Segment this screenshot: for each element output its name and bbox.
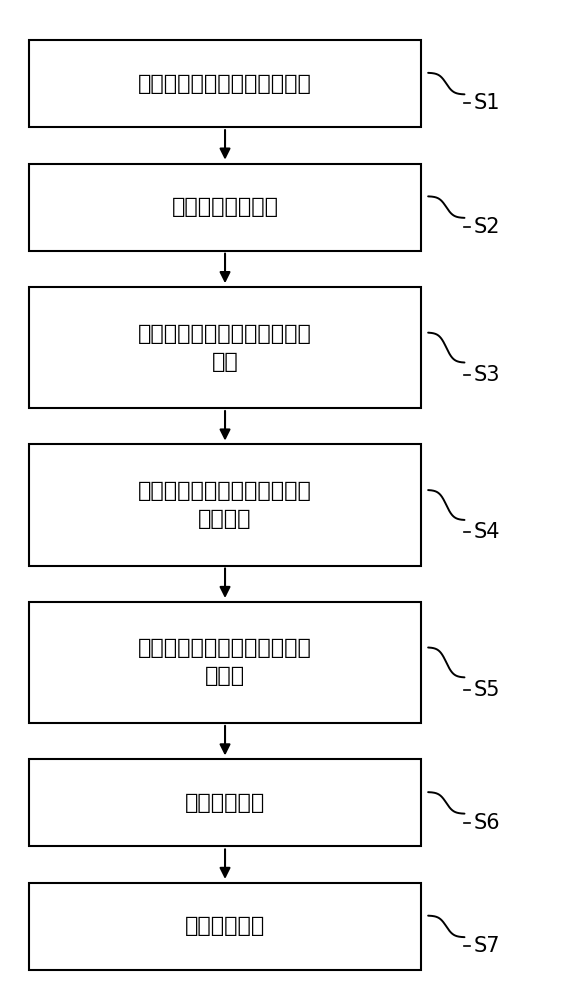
Text: S1: S1 bbox=[473, 93, 500, 113]
Text: 建立橡胶衬套简化模型并划分
网格: 建立橡胶衬套简化模型并划分 网格 bbox=[138, 324, 312, 372]
Text: 建立模型参数辨识的因素水平
编码表: 建立模型参数辨识的因素水平 编码表 bbox=[138, 638, 312, 686]
Text: 确定模型参数辨识的目标函数: 确定模型参数辨识的目标函数 bbox=[138, 74, 312, 94]
FancyBboxPatch shape bbox=[29, 883, 421, 970]
Text: S4: S4 bbox=[473, 522, 500, 542]
FancyBboxPatch shape bbox=[29, 602, 421, 723]
Text: S6: S6 bbox=[473, 813, 500, 833]
FancyBboxPatch shape bbox=[29, 40, 421, 127]
Text: 验证仿真结果: 验证仿真结果 bbox=[185, 916, 265, 936]
Text: S2: S2 bbox=[473, 217, 500, 237]
Text: 输出仿真结果: 输出仿真结果 bbox=[185, 793, 265, 813]
Text: S5: S5 bbox=[473, 680, 500, 700]
Text: S7: S7 bbox=[473, 936, 500, 956]
Text: S3: S3 bbox=[473, 365, 500, 385]
FancyBboxPatch shape bbox=[29, 164, 421, 251]
Text: 确定模型辨识参数: 确定模型辨识参数 bbox=[171, 197, 279, 217]
FancyBboxPatch shape bbox=[29, 287, 421, 408]
Text: 确定橡胶衬套简化模型的参数
辨识方法: 确定橡胶衬套简化模型的参数 辨识方法 bbox=[138, 481, 312, 529]
FancyBboxPatch shape bbox=[29, 444, 421, 566]
FancyBboxPatch shape bbox=[29, 759, 421, 846]
